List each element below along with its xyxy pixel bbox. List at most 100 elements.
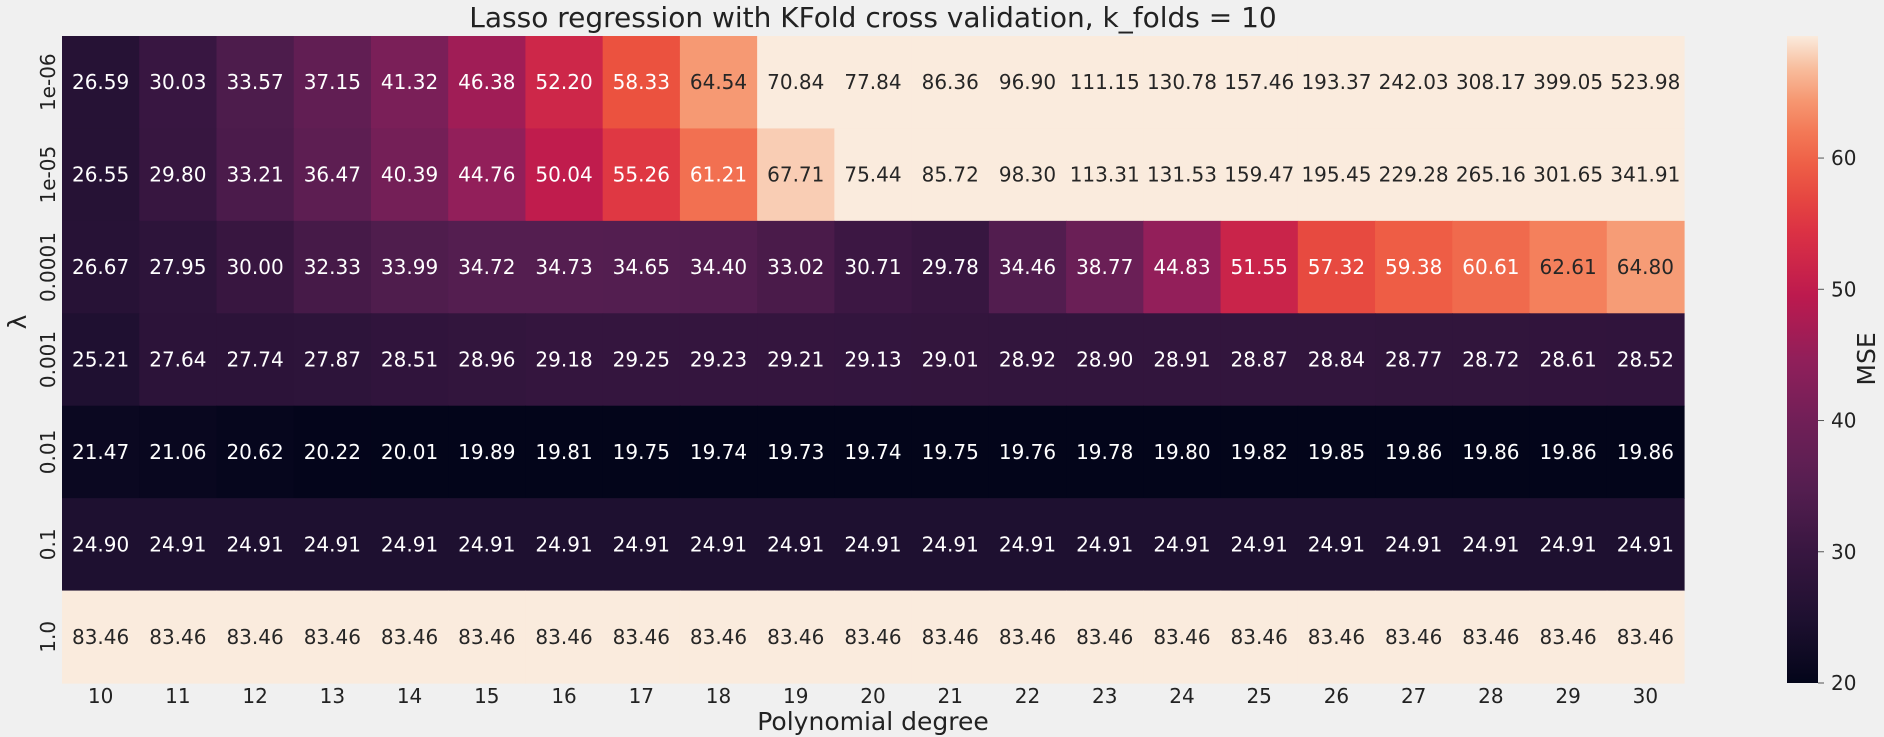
heatmap-cell <box>370 128 449 222</box>
colorbar-tick-label: 50 <box>1831 277 1856 301</box>
heatmap-cell <box>679 405 758 499</box>
cell-value-label: 37.15 <box>304 70 361 94</box>
cell-value-label: 98.30 <box>999 163 1056 187</box>
heatmap-cell <box>139 220 218 314</box>
cell-value-label: 38.77 <box>1076 255 1133 279</box>
heatmap-cell <box>1143 590 1222 684</box>
heatmap-cell <box>757 590 835 684</box>
cell-value-label: 19.86 <box>1385 440 1442 464</box>
heatmap-cell <box>602 498 681 592</box>
cell-value-label: 19.73 <box>767 440 824 464</box>
cell-value-label: 27.74 <box>226 348 283 372</box>
cell-value-label: 83.46 <box>1617 625 1674 649</box>
cell-value-label: 83.46 <box>690 625 747 649</box>
cell-value-label: 19.89 <box>458 440 515 464</box>
cell-value-label: 19.86 <box>1540 440 1597 464</box>
x-tick-label: 20 <box>860 684 885 708</box>
y-axis-label: λ <box>3 314 32 329</box>
heatmap-cell <box>834 220 913 314</box>
heatmap-cell <box>1529 590 1608 684</box>
cell-value-label: 83.46 <box>1308 625 1365 649</box>
heatmap-cell <box>1375 405 1453 499</box>
heatmap-cell <box>988 128 1067 222</box>
heatmap-cell <box>602 313 681 407</box>
heatmap-cell <box>1529 36 1608 130</box>
heatmap-cell <box>1297 405 1376 499</box>
heatmap-cell <box>679 36 758 130</box>
cell-value-label: 27.95 <box>149 255 206 279</box>
cell-value-label: 24.91 <box>922 532 979 556</box>
heatmap-cell <box>1375 220 1453 314</box>
cell-value-label: 29.01 <box>922 348 979 372</box>
cell-value-label: 27.64 <box>149 348 206 372</box>
cell-value-label: 83.46 <box>149 625 206 649</box>
heatmap-cell <box>757 220 835 314</box>
heatmap-cell <box>1143 313 1222 407</box>
cell-value-label: 20.22 <box>304 440 361 464</box>
cell-value-label: 24.91 <box>149 532 206 556</box>
heatmap-cell <box>911 313 990 407</box>
y-tick-label: 1.0 <box>36 621 60 653</box>
heatmap-cell <box>834 313 913 407</box>
heatmap-cell <box>1220 405 1299 499</box>
cell-value-label: 83.46 <box>922 625 979 649</box>
cell-value-label: 34.72 <box>458 255 515 279</box>
cell-value-label: 62.61 <box>1540 255 1597 279</box>
heatmap-cell <box>525 36 604 130</box>
heatmap-cell <box>1452 128 1531 222</box>
cell-value-label: 60.61 <box>1462 255 1519 279</box>
heatmap-cell <box>602 405 681 499</box>
cell-value-label: 26.55 <box>72 163 129 187</box>
cell-value-label: 24.91 <box>1076 532 1133 556</box>
heatmap-cell <box>1529 313 1608 407</box>
x-tick-label: 13 <box>320 684 345 708</box>
cell-value-label: 44.83 <box>1153 255 1210 279</box>
heatmap-cell <box>1220 498 1299 592</box>
cell-value-label: 26.67 <box>72 255 129 279</box>
heatmap-cell <box>679 313 758 407</box>
cell-value-label: 24.91 <box>844 532 901 556</box>
cell-value-label: 157.46 <box>1224 70 1294 94</box>
heatmap-cell <box>62 498 140 592</box>
heatmap-cell <box>1606 590 1685 684</box>
heatmap-cell <box>911 405 990 499</box>
heatmap-cell <box>1297 128 1376 222</box>
cell-value-label: 193.37 <box>1301 70 1371 94</box>
x-tick-label: 12 <box>242 684 267 708</box>
x-tick-label: 25 <box>1246 684 1271 708</box>
x-tick-label: 16 <box>551 684 576 708</box>
cell-value-label: 24.91 <box>381 532 438 556</box>
cell-value-label: 24.91 <box>1231 532 1288 556</box>
heatmap-cell <box>448 128 527 222</box>
heatmap-cell <box>1452 590 1531 684</box>
cell-value-label: 83.46 <box>1153 625 1210 649</box>
heatmap-cell <box>1375 590 1453 684</box>
heatmap-cell <box>139 405 218 499</box>
heatmap-cell <box>293 405 372 499</box>
x-tick-label: 24 <box>1169 684 1194 708</box>
cell-value-label: 341.91 <box>1610 163 1680 187</box>
cell-value-label: 83.46 <box>999 625 1056 649</box>
heatmap-cell <box>679 220 758 314</box>
cell-value-label: 24.91 <box>690 532 747 556</box>
heatmap-cell <box>1066 590 1144 684</box>
cell-value-label: 19.80 <box>1153 440 1210 464</box>
y-tick-label: 1e-06 <box>36 53 60 111</box>
cell-value-label: 195.45 <box>1301 163 1371 187</box>
cell-value-label: 19.86 <box>1462 440 1519 464</box>
heatmap-cell <box>834 405 913 499</box>
heatmap-cell <box>370 36 449 130</box>
cell-value-label: 75.44 <box>844 163 901 187</box>
colorbar-tick-label: 30 <box>1831 540 1856 564</box>
cell-value-label: 19.76 <box>999 440 1056 464</box>
heatmap-cell <box>1375 498 1453 592</box>
heatmap-cell <box>602 220 681 314</box>
heatmap-cell <box>1606 405 1685 499</box>
cell-value-label: 33.99 <box>381 255 438 279</box>
cell-value-label: 96.90 <box>999 70 1056 94</box>
heatmap-cell <box>525 405 604 499</box>
cell-value-label: 30.71 <box>844 255 901 279</box>
heatmap-cell <box>293 590 372 684</box>
cell-value-label: 83.46 <box>767 625 824 649</box>
cell-value-label: 29.21 <box>767 348 824 372</box>
